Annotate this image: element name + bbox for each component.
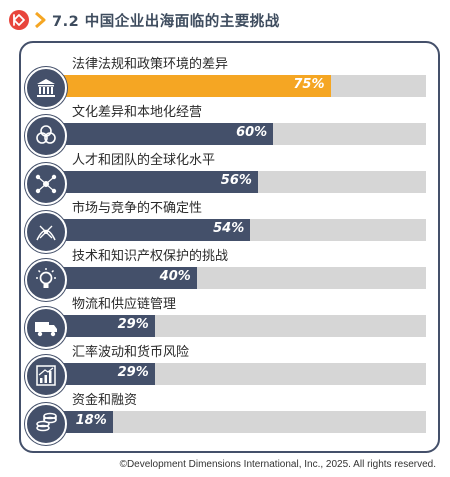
chart-row: 人才和团队的全球化水平 56% (0, 149, 450, 205)
culture-circles-icon (25, 115, 67, 157)
truck-icon (25, 307, 67, 349)
chevron-right-icon (35, 12, 46, 28)
category-label: 汇率波动和货币风险 (72, 345, 190, 360)
bar-track: 18% (44, 411, 426, 433)
growth-chart-icon (25, 355, 67, 397)
lightbulb-icon (25, 259, 67, 301)
category-label: 市场与竞争的不确定性 (72, 201, 203, 216)
bar: 54% (44, 219, 251, 241)
header: 7.2 中国企业出海面临的主要挑战 (8, 8, 280, 32)
bar: 40% (44, 267, 197, 289)
page-title: 7.2 中国企业出海面临的主要挑战 (52, 13, 280, 30)
bar: 29% (44, 315, 155, 337)
chart-row: 市场与竞争的不确定性 54% (0, 197, 450, 253)
data-label: 29% (117, 365, 149, 380)
courthouse-icon (25, 67, 67, 109)
network-people-icon (25, 163, 67, 205)
category-label: 法律法规和政策环境的差异 (72, 57, 229, 72)
data-label: 18% (75, 413, 107, 428)
category-label: 物流和供应链管理 (72, 297, 177, 312)
chart-panel (19, 41, 440, 453)
coins-icon (25, 403, 67, 445)
bar: 29% (44, 363, 155, 385)
bar-track: 54% (44, 219, 426, 241)
chart-row: 文化差异和本地化经营 60% (0, 101, 450, 157)
compass-icon (25, 211, 67, 253)
chart-row: 资金和融资 18% (0, 389, 450, 445)
data-label: 29% (117, 317, 149, 332)
bar-track: 60% (44, 123, 426, 145)
copyright-footer: ©Development Dimensions International, I… (119, 459, 436, 470)
category-label: 资金和融资 (72, 393, 138, 408)
chart-row: 汇率波动和货币风险 29% (0, 341, 450, 397)
data-label: 56% (220, 173, 252, 188)
category-label: 文化差异和本地化经营 (72, 105, 203, 120)
data-label: 54% (213, 221, 245, 236)
chart-row: 物流和供应链管理 29% (0, 293, 450, 349)
bar: 75% (44, 75, 331, 97)
bar-track: 75% (44, 75, 426, 97)
category-label: 技术和知识产权保护的挑战 (72, 249, 229, 264)
data-label: 40% (159, 269, 191, 284)
chart-row: 技术和知识产权保护的挑战 40% (0, 245, 450, 301)
chart-row: 法律法规和政策环境的差异 75% (0, 53, 450, 109)
bar: 60% (44, 123, 274, 145)
bar: 56% (44, 171, 258, 193)
data-label: 75% (293, 77, 325, 92)
bar-track: 29% (44, 363, 426, 385)
bar-track: 29% (44, 315, 426, 337)
data-label: 60% (236, 125, 268, 140)
bar-track: 40% (44, 267, 426, 289)
bar-track: 56% (44, 171, 426, 193)
category-label: 人才和团队的全球化水平 (72, 153, 216, 168)
logo-icon (9, 10, 29, 30)
